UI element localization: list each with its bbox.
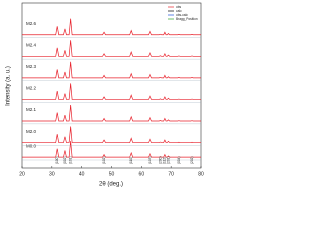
pattern-line — [22, 126, 201, 143]
pattern-label: M2.4 — [26, 42, 37, 47]
miller-index: (112) — [163, 157, 167, 164]
plot-frame — [21, 2, 202, 169]
x-tick-label: 20 — [19, 171, 25, 177]
legend-label: calc — [176, 9, 182, 13]
pattern-label: M0.0 — [26, 143, 37, 148]
x-axis-title: 2θ (deg.) — [99, 182, 123, 188]
miller-index: (202) — [190, 157, 194, 164]
pattern-label: M2.0 — [26, 129, 37, 134]
miller-index: (100) — [55, 157, 59, 164]
pattern-line — [22, 141, 201, 158]
x-tick-label: 70 — [168, 171, 174, 177]
pattern-label: M2.3 — [26, 64, 37, 69]
miller-index: (201) — [166, 157, 170, 164]
x-tick-label: 80 — [198, 171, 204, 177]
y-axis-title: Intensity (a. u.) — [6, 66, 12, 106]
miller-index: (110) — [129, 157, 133, 164]
x-tick-label: 50 — [109, 171, 115, 177]
legend-label: Bragg_Position — [176, 17, 198, 21]
chart: 2θ (deg.) Intensity (a. u.) 20 30 40 50 60 70… — [6, 2, 204, 188]
pattern-label: M2.1 — [26, 107, 37, 112]
pattern-line — [22, 83, 201, 100]
miller-index: (004) — [177, 157, 181, 164]
miller-index: (002) — [63, 157, 67, 164]
legend-label: obs — [176, 5, 182, 9]
pattern-label: M2.6 — [26, 21, 37, 26]
pattern-line — [22, 104, 201, 122]
x-tick-label: 30 — [49, 171, 55, 177]
legend-label: obs-calc — [176, 13, 188, 17]
miller-index: (103) — [148, 157, 152, 164]
pattern-line — [22, 61, 201, 79]
pattern-line — [22, 40, 201, 57]
miller-index: (200) — [158, 157, 162, 164]
x-tick-label: 40 — [79, 171, 85, 177]
miller-index: (101) — [68, 157, 72, 164]
pattern-label: M2.2 — [26, 86, 37, 91]
x-tick-label: 60 — [139, 171, 145, 177]
pattern-line — [22, 18, 201, 36]
miller-index: (102) — [102, 157, 106, 164]
